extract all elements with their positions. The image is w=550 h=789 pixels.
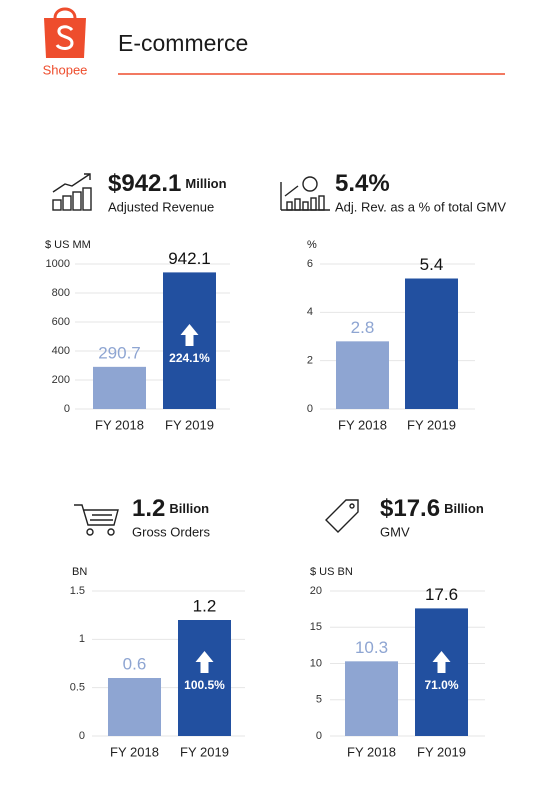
headline-value: $17.6 xyxy=(380,495,440,522)
growth-arrow xyxy=(432,651,451,673)
category-label: FY 2018 xyxy=(338,417,387,432)
category-label: FY 2019 xyxy=(417,744,466,759)
y-tick-label: 15 xyxy=(310,621,322,633)
y-axis-label: BN xyxy=(72,566,87,578)
y-tick-label: 400 xyxy=(52,345,70,357)
y-tick-label: 1 xyxy=(79,633,85,645)
y-tick-label: 800 xyxy=(52,287,70,299)
y-tick-label: 6 xyxy=(307,258,313,270)
value-label: 17.6 xyxy=(425,585,458,604)
y-tick-label: 10 xyxy=(310,657,322,669)
y-tick-label: 200 xyxy=(52,374,70,386)
headline-unit: Billion xyxy=(169,501,209,516)
growth-label: 224.1% xyxy=(169,351,210,365)
y-tick-label: 1000 xyxy=(46,258,70,270)
revenue-icon xyxy=(52,173,92,211)
growth-arrow xyxy=(180,324,199,346)
bar xyxy=(405,278,458,409)
bar xyxy=(108,678,161,736)
y-tick-label: 0 xyxy=(316,730,322,742)
growth-label: 71.0% xyxy=(424,678,458,692)
value-label: 1.2 xyxy=(193,596,217,615)
headline-unit: Million xyxy=(185,176,226,191)
y-tick-label: 0.5 xyxy=(70,682,85,694)
y-tick-label: 600 xyxy=(52,316,70,328)
category-label: FY 2019 xyxy=(165,417,214,432)
headline: $942.1 Million xyxy=(108,170,227,197)
metric-label: Adjusted Revenue xyxy=(108,199,214,214)
bar xyxy=(93,366,146,409)
y-tick-label: 1.5 xyxy=(70,585,85,597)
metric-label: Adj. Rev. as a % of total GMV xyxy=(335,199,506,214)
percent-icon xyxy=(280,176,330,211)
y-tick-label: 5 xyxy=(316,694,322,706)
y-axis-label: $ US BN xyxy=(310,566,353,578)
headline-value: 1.2 xyxy=(132,495,165,522)
headline: $17.6 Billion xyxy=(380,495,484,522)
category-label: FY 2018 xyxy=(347,744,396,759)
headline-value: $942.1 xyxy=(108,170,181,197)
headline: 1.2 Billion xyxy=(132,495,209,522)
value-label: 942.1 xyxy=(168,249,211,268)
bar xyxy=(345,661,398,736)
value-label: 10.3 xyxy=(355,638,388,657)
y-tick-label: 20 xyxy=(310,585,322,597)
y-tick-label: 0 xyxy=(307,403,313,415)
headline: 5.4% xyxy=(335,170,390,197)
y-tick-label: 0 xyxy=(79,730,85,742)
logo xyxy=(44,7,86,58)
category-label: FY 2018 xyxy=(110,744,159,759)
value-label: 5.4 xyxy=(420,255,444,274)
cart-icon xyxy=(74,504,119,536)
headline-value: 5.4% xyxy=(335,170,390,197)
y-tick-label: 2 xyxy=(307,355,313,367)
bar xyxy=(178,620,231,736)
y-tick-label: 4 xyxy=(307,306,313,318)
value-label: 2.8 xyxy=(351,318,375,337)
y-axis-label: % xyxy=(307,239,317,251)
page-title: E-commerce xyxy=(118,30,248,56)
metric-label: GMV xyxy=(380,524,410,539)
growth-arrow xyxy=(195,651,214,673)
metric-label: Gross Orders xyxy=(132,524,211,539)
logo-text: Shopee xyxy=(43,62,88,77)
tag-icon xyxy=(325,499,359,533)
value-label: 0.6 xyxy=(123,654,147,673)
bar xyxy=(336,341,389,409)
value-label: 290.7 xyxy=(98,343,141,362)
headline-unit: Billion xyxy=(444,501,484,516)
y-axis-label: $ US MM xyxy=(45,239,91,251)
category-label: FY 2019 xyxy=(407,417,456,432)
category-label: FY 2019 xyxy=(180,744,229,759)
growth-label: 100.5% xyxy=(184,678,225,692)
category-label: FY 2018 xyxy=(95,417,144,432)
y-tick-label: 0 xyxy=(64,403,70,415)
